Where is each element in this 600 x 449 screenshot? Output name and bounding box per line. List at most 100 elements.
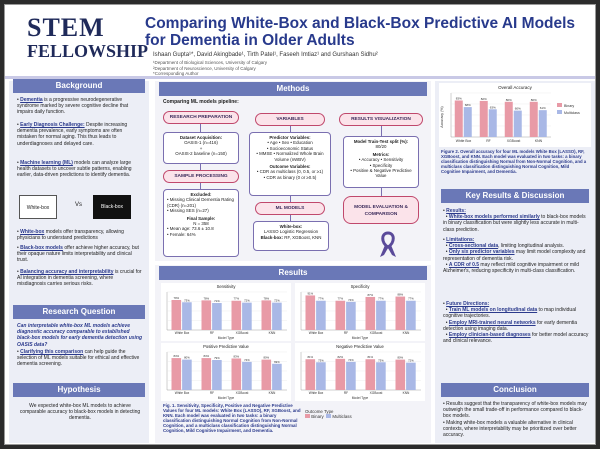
affiliation-2: ²Department of Neuroscience, University … — [153, 65, 256, 71]
figure2-caption: Figure 2. Overall accuracy for four ML m… — [441, 149, 587, 174]
research-question-heading: Research Question — [13, 305, 145, 319]
tick-label: XGBoost — [507, 139, 521, 143]
arrow-1 — [200, 124, 201, 132]
conclusion-2: Making white-box models a valuable alter… — [443, 419, 577, 439]
kr-l2: may limit model complexity and represent… — [443, 249, 586, 262]
bar-xgboost-binary — [504, 101, 513, 137]
x-axis-label: Model Type — [218, 336, 235, 340]
chart-svg: Positive Predictive Value 84% 80% White Box… — [166, 344, 287, 400]
outcome-type-label: Outcome Type — [305, 409, 334, 414]
data-label: 78% — [203, 296, 209, 300]
bar-white-box-binary — [454, 100, 463, 137]
predictor-label: Predictor Variables: — [269, 135, 311, 140]
accuracy-chart: Overall Accuracy Accuracy (%) 83% 68% White … — [439, 83, 591, 147]
models-box: White-box: LASSO Logistic Regression Bla… — [253, 221, 329, 251]
white-box-models-label: White-box: — [279, 224, 303, 229]
bar-xgboost-binary — [365, 296, 376, 330]
y-axis-label: Accuracy (%) — [440, 106, 444, 127]
arrow-3 — [200, 183, 201, 189]
chart-specificity: Specificity 91% 77% White Box 77% 74% RF 87% 77%… — [295, 283, 425, 341]
data-label: 83% — [456, 96, 462, 100]
research-question-text: Can interpretable white-box ML models ac… — [17, 323, 143, 348]
tick-label: KNN — [403, 331, 410, 335]
background-p4: • White-box models offer transparency, a… — [17, 229, 124, 242]
arrow-5 — [290, 196, 291, 202]
bar-knn-binary — [261, 359, 272, 390]
vs-label: Vs — [75, 202, 83, 208]
data-label: 87% — [367, 293, 373, 297]
kr-lim-label: Limitations: — [446, 237, 475, 243]
kr-l1-label: Cross-sectional data — [448, 243, 499, 250]
data-label: 72% — [244, 299, 250, 303]
sample-processing-pill: SAMPLE PROCESSING — [163, 170, 239, 183]
bar-xgboost-multiclass — [242, 302, 252, 330]
white-box-icon: White-box — [19, 195, 57, 219]
chart-title: Specificity — [351, 284, 371, 289]
metrics-3: • Positive & Negative Predictive Value — [350, 168, 412, 179]
bar-rf-binary — [335, 300, 346, 330]
tick-label: White Box — [175, 331, 190, 335]
x-axis-label: Model Type — [352, 336, 369, 340]
data-label: 82% — [337, 355, 343, 359]
kr-results-label: Results: — [446, 208, 466, 214]
accuracy-chart-svg: Overall Accuracy Accuracy (%) 83%68% White … — [440, 85, 580, 143]
background-p5: • Black-box models offer achieve higher … — [17, 245, 139, 264]
bar-white-box-multiclass — [463, 107, 472, 137]
pipeline-label: Comparing ML models pipeline: — [163, 99, 239, 105]
legend-swatch — [557, 103, 562, 107]
data-label: 74% — [348, 358, 354, 362]
excluded-1: • Missing Clinical Dementia Rating (CDR)… — [167, 197, 234, 208]
left-column-bg — [9, 81, 149, 443]
kr-results: • Results: • White-box models performed … — [443, 208, 586, 233]
tick-label: XGBoost — [236, 391, 249, 395]
chart-title: Overall Accuracy — [498, 85, 533, 90]
conclusion-heading: Conclusion — [441, 383, 589, 397]
kr-f1: to map individual cognitive trajectories… — [443, 307, 577, 320]
data-label: 80% — [397, 356, 403, 360]
tick-label: XGBoost — [236, 331, 249, 335]
legend-binary: Binary — [311, 414, 324, 419]
bar-white-box-multiclass — [182, 302, 192, 330]
excluded-final-box: Excluded: • Missing Clinical Dementia Ra… — [163, 189, 239, 257]
results-viz-pill: RESULTS VISUALIZATION — [339, 113, 423, 126]
bar-white-box-binary — [171, 299, 182, 330]
arrow-6 — [290, 215, 291, 221]
arrow-8 — [381, 188, 382, 196]
chart-svg: Specificity 91% 77% White Box 77% 74% RF 87% 77%… — [300, 284, 421, 340]
data-label: 80% — [184, 356, 190, 360]
bar-xgboost-multiclass — [242, 361, 252, 390]
kr-l1: , limiting longitudinal analysis. — [498, 243, 564, 250]
data-label: 80% — [506, 98, 512, 102]
bar-xgboost-binary — [231, 358, 242, 390]
bar-knn-multiclass — [538, 110, 547, 137]
data-label: 81% — [307, 355, 313, 359]
predictor-1: • Age • Sex • Education — [267, 140, 313, 146]
poster: STEM FELLOWSHIP Comparing White-Box and … — [4, 4, 596, 445]
tick-label: White Box — [309, 391, 324, 395]
excluded-label: Excluded: — [190, 192, 212, 197]
bar-xgboost-binary — [231, 300, 242, 330]
tick-label: RF — [210, 391, 214, 395]
kr-f3: for better model accuracy and clinical r… — [443, 332, 589, 345]
dataset-oasis1: OASIS-1 (n=416) — [184, 140, 218, 146]
data-label: 69% — [274, 360, 280, 364]
kr-f1-label: Train ML models on longitudinal data — [448, 307, 538, 314]
black-box-models: RF, XGBoost, KNN — [284, 234, 322, 240]
excluded-2: • Missing SES (n=27) — [167, 208, 209, 214]
background-p2: • Early Diagnosis Challenge: Despite inc… — [17, 122, 128, 147]
research-question-clarify: • Clarifying this comparison can help gu… — [17, 349, 140, 368]
data-label: 79% — [173, 296, 179, 300]
poster-header: STEM FELLOWSHIP Comparing White-Box and … — [5, 5, 595, 83]
bar-rf-binary — [201, 300, 212, 330]
affiliation-3: *Corresponding Author — [153, 71, 199, 76]
bar-rf-multiclass — [346, 301, 356, 330]
black-box-models-label: Black-box: — [260, 234, 284, 240]
legend-label: Multiclass — [564, 111, 580, 115]
research-prep-pill: RESEARCH PREPARATION — [163, 111, 239, 124]
legend-swatch — [557, 110, 562, 114]
bar-knn-multiclass — [406, 300, 416, 330]
kr-future: • Future Directions: • Train ML models o… — [443, 301, 589, 345]
bar-white-box-binary — [305, 359, 316, 390]
dataset-box: Dataset Acquisition: OASIS-1 (n=416) + O… — [163, 132, 239, 164]
metrics-box: Model Train-Test split (%): 80/20 Metric… — [343, 136, 419, 188]
